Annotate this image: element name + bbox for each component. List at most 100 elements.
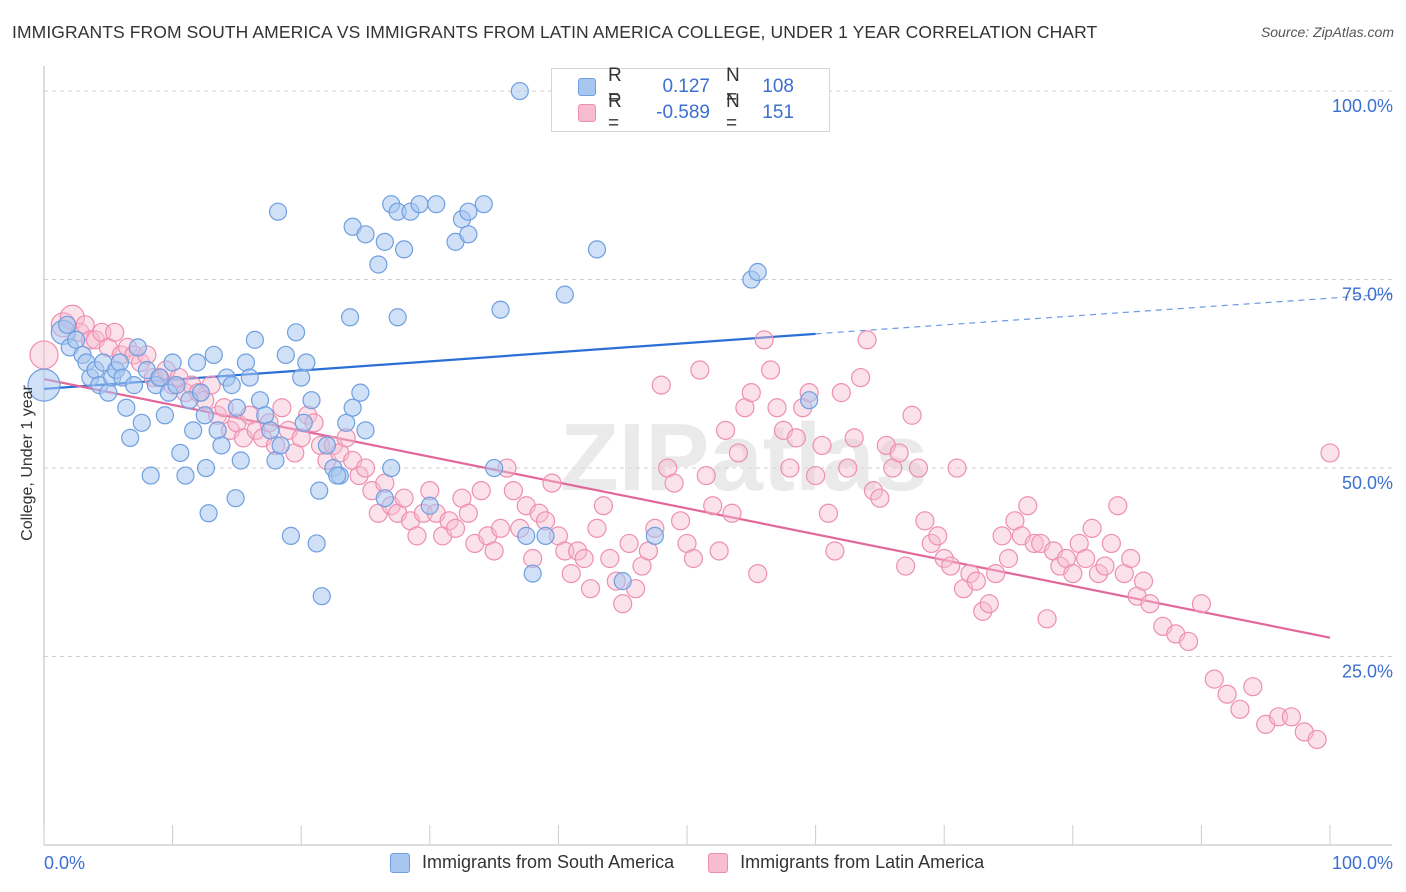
point-latin-america <box>568 541 588 561</box>
point-south-america <box>459 225 478 244</box>
point-south-america <box>110 353 129 372</box>
point-south-america <box>343 398 362 417</box>
point-south-america <box>271 436 290 455</box>
correlation-legend: R = 0.127 N = 108 R = -0.589 N = 151 <box>551 65 830 134</box>
point-latin-america <box>728 443 749 463</box>
legend-label: Immigrants from Latin America <box>740 852 985 872</box>
point-latin-america <box>767 398 787 418</box>
series-south-america-points <box>27 81 819 606</box>
point-latin-america <box>561 563 581 584</box>
point-latin-america <box>863 481 884 501</box>
point-latin-america <box>896 556 916 576</box>
point-south-america <box>459 202 478 221</box>
point-south-america <box>394 240 414 259</box>
point-latin-america <box>542 473 562 493</box>
point-latin-america <box>908 458 929 478</box>
point-latin-america <box>600 548 620 569</box>
legend-n-label: N = <box>726 65 740 108</box>
point-south-america <box>410 195 429 214</box>
point-south-america <box>536 526 555 545</box>
point-latin-america <box>458 503 478 523</box>
point-south-america <box>268 202 288 221</box>
point-south-america <box>369 255 388 274</box>
point-latin-america <box>683 548 704 569</box>
point-latin-america <box>941 556 961 576</box>
legend-row-south-america: R = 0.127 N = 108 <box>578 65 794 108</box>
series-legend: Immigrants from South America Immigrants… <box>390 852 1018 873</box>
y-tick-label: 25.0% <box>1342 662 1393 682</box>
point-south-america <box>196 458 216 478</box>
point-latin-america <box>1018 496 1038 516</box>
point-south-america <box>167 376 186 395</box>
point-latin-america <box>838 458 858 478</box>
point-latin-america <box>992 526 1012 546</box>
legend-item-latin-america[interactable]: Immigrants from Latin America <box>708 852 984 873</box>
trend-line-south-america-extension <box>815 293 1393 335</box>
point-latin-america <box>1108 496 1128 516</box>
point-south-america <box>587 240 607 259</box>
point-latin-america <box>1140 594 1160 614</box>
point-latin-america <box>407 526 427 546</box>
point-south-america <box>176 466 195 485</box>
point-latin-america <box>593 496 614 516</box>
point-latin-america <box>670 511 691 531</box>
point-south-america <box>337 413 356 432</box>
point-latin-america <box>715 420 736 440</box>
point-south-america <box>292 368 311 387</box>
point-south-america <box>294 413 313 432</box>
point-latin-america <box>786 428 806 448</box>
point-latin-america <box>709 541 729 561</box>
point-south-america <box>256 406 275 425</box>
legend-item-south-america[interactable]: Immigrants from South America <box>390 852 674 873</box>
point-latin-america <box>1320 443 1340 463</box>
point-south-america <box>613 572 632 591</box>
point-latin-america <box>805 465 826 486</box>
point-south-america <box>236 353 256 372</box>
point-latin-america <box>812 435 832 456</box>
point-south-america <box>67 330 86 349</box>
point-latin-america <box>915 511 935 531</box>
y-tick-label: 50.0% <box>1342 473 1393 493</box>
x-tick-label: 100.0% <box>1332 853 1393 873</box>
point-latin-america <box>29 340 59 370</box>
point-latin-america <box>471 481 491 501</box>
point-latin-america <box>760 360 781 380</box>
point-south-america <box>328 466 347 485</box>
point-latin-america <box>105 322 125 342</box>
point-latin-america <box>1024 533 1044 554</box>
point-latin-america <box>490 518 511 538</box>
y-tick-label: 100.0% <box>1332 96 1393 116</box>
point-south-america <box>204 345 223 365</box>
point-south-america <box>474 195 493 214</box>
point-latin-america <box>696 465 716 486</box>
point-south-america <box>150 368 169 387</box>
legend-swatch-blue <box>390 852 410 873</box>
point-south-america <box>250 391 270 410</box>
source-label: Source: ZipAtlas.com <box>1260 24 1394 40</box>
axes <box>43 66 1392 846</box>
point-latin-america <box>947 458 967 478</box>
legend-r-label: R = <box>608 91 622 134</box>
point-south-america <box>124 376 144 395</box>
point-south-america <box>555 285 574 304</box>
point-south-america <box>302 391 321 410</box>
point-south-america <box>226 489 245 508</box>
point-south-america <box>240 368 259 387</box>
point-latin-america <box>870 488 890 508</box>
point-latin-america <box>1243 677 1263 697</box>
legend-label: Immigrants from South America <box>422 852 675 872</box>
point-latin-america <box>844 428 864 448</box>
point-latin-america <box>754 330 774 350</box>
x-tick-label: 0.0% <box>44 853 85 873</box>
point-latin-america <box>291 428 311 448</box>
point-latin-america <box>703 496 723 516</box>
point-latin-america <box>986 563 1006 584</box>
point-south-america <box>286 323 306 342</box>
point-south-america <box>297 353 316 372</box>
point-south-america <box>510 81 529 101</box>
point-latin-america <box>889 443 909 463</box>
point-south-america <box>748 262 767 282</box>
point-south-america <box>128 338 147 357</box>
point-latin-america <box>1088 563 1109 584</box>
point-latin-america <box>818 503 839 523</box>
